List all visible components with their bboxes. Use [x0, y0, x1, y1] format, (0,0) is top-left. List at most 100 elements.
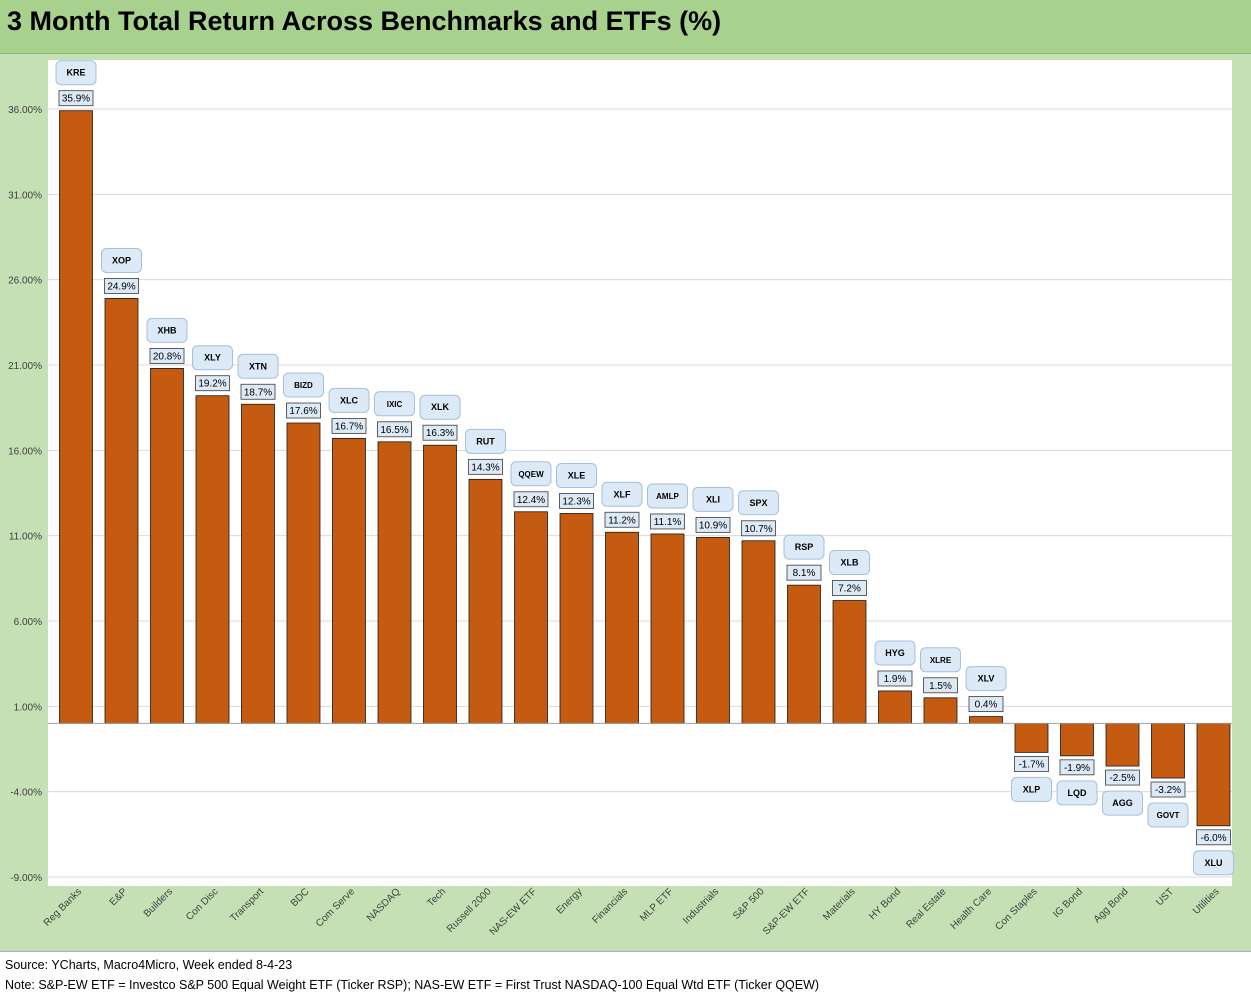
y-tick-label: 36.00% — [8, 105, 42, 116]
value-label: 16.5% — [380, 425, 408, 436]
ticker-callout — [920, 647, 961, 673]
bar-kre — [59, 110, 93, 724]
value-label-box — [968, 696, 1004, 712]
value-label: 1.9% — [884, 674, 907, 685]
value-label-box — [1196, 829, 1231, 846]
bar-xlb — [832, 600, 867, 724]
value-label-box — [786, 564, 822, 581]
ticker-label: SPX — [749, 498, 767, 508]
ticker-callout — [1011, 776, 1052, 802]
value-label: 16.7% — [335, 421, 363, 432]
value-label-box — [377, 421, 412, 438]
value-label: 20.8% — [153, 351, 181, 362]
x-tick-label: IG Bond — [1051, 886, 1085, 920]
bar-xli — [696, 536, 730, 724]
bar-xle — [559, 513, 594, 724]
ticker-note: Note: S&P-EW ETF = Investco S&P 500 Equa… — [5, 978, 820, 992]
y-tick-label: 16.00% — [8, 446, 42, 457]
ticker-label: XLF — [614, 489, 632, 499]
value-label-box — [923, 677, 958, 694]
value-label-box — [604, 511, 640, 528]
page-title: 3 Month Total Return Across Benchmarks a… — [7, 6, 722, 36]
ticker-callout — [55, 60, 97, 86]
ticker-label: XLE — [568, 470, 586, 480]
x-tick-label: BDC — [289, 886, 312, 909]
value-label: 35.9% — [62, 94, 90, 105]
ticker-callout — [237, 353, 279, 379]
x-tick-label: S&P-EW ETF — [761, 886, 812, 937]
value-label: 18.7% — [244, 387, 272, 398]
ticker-label: LQD — [1068, 788, 1087, 798]
bar-xlu — [1196, 723, 1231, 827]
value-label: 11.2% — [608, 515, 636, 526]
value-label-box — [1059, 759, 1095, 776]
ticker-label: XLU — [1205, 858, 1223, 868]
x-tick-label: MLP ETF — [638, 886, 676, 924]
y-tick-label: 21.00% — [8, 361, 42, 372]
value-label: 12.3% — [562, 496, 590, 507]
value-label-box — [1150, 781, 1186, 798]
bar-xlre — [923, 697, 958, 724]
value-label: 8.1% — [793, 568, 816, 579]
x-tick-label: Health Care — [949, 886, 995, 932]
x-tick-label: E&P — [108, 886, 130, 908]
value-label-box — [695, 516, 731, 533]
bar-rsp — [787, 584, 821, 724]
x-tick-label: Utilities — [1191, 886, 1222, 917]
ticker-callout — [874, 640, 916, 666]
value-label: -2.5% — [1109, 773, 1135, 784]
ticker-label: KRE — [66, 68, 85, 78]
x-tick-label: Con Disc — [184, 886, 220, 922]
ticker-callout — [1193, 850, 1234, 876]
value-label-box — [331, 417, 367, 434]
x-tick-label: Con Staples — [993, 886, 1039, 932]
value-label-box — [741, 520, 776, 537]
ticker-label: XLP — [1023, 784, 1041, 794]
bar-xlf — [605, 531, 639, 724]
value-label-box — [149, 348, 185, 364]
value-label: -1.9% — [1064, 763, 1090, 774]
x-tick-label: Transport — [228, 886, 266, 924]
value-label: 17.6% — [289, 406, 317, 417]
ticker-label: XTN — [249, 361, 267, 371]
x-tick-label: Real Estate — [904, 886, 949, 931]
ticker-label: AMLP — [656, 492, 679, 501]
y-tick-label: 1.00% — [14, 702, 42, 713]
x-tick-label: UST — [1154, 886, 1176, 908]
ticker-callout — [783, 534, 825, 560]
y-tick-label: -9.00% — [10, 873, 42, 884]
value-label: 0.4% — [975, 700, 998, 711]
value-label: 19.2% — [198, 379, 226, 390]
x-tick-label: NAS-EW ETF — [488, 886, 539, 937]
ticker-callout — [510, 461, 552, 487]
bar-xlc — [332, 437, 366, 724]
x-tick-label: Industrials — [681, 886, 721, 926]
ticker-callout — [192, 345, 233, 371]
value-label: -1.7% — [1018, 759, 1044, 770]
value-label-box — [1105, 769, 1140, 786]
ticker-callout — [965, 666, 1007, 692]
ticker-label: QQEW — [518, 470, 544, 479]
value-label: 24.9% — [107, 281, 135, 292]
value-label-box — [240, 383, 276, 400]
ticker-label: XLI — [706, 494, 720, 504]
ticker-callout — [1102, 790, 1143, 816]
y-tick-label: 26.00% — [8, 276, 42, 287]
value-label: 7.2% — [838, 584, 861, 595]
ticker-label: AGG — [1112, 798, 1133, 808]
value-label-box — [650, 513, 685, 530]
ticker-label: IXIC — [387, 400, 403, 409]
value-label-box — [286, 402, 321, 419]
bar-amlp — [650, 533, 685, 724]
bar-spx — [741, 540, 776, 724]
x-tick-label: Tech — [425, 886, 448, 909]
bar-ixic — [377, 441, 412, 724]
bar-govt — [1151, 723, 1185, 779]
ticker-label: XOP — [112, 255, 131, 265]
ticker-callout — [374, 391, 415, 417]
x-tick-label: Energy — [554, 886, 584, 916]
ticker-callout — [647, 483, 688, 509]
ticker-callout — [601, 481, 643, 507]
bar-qqew — [514, 511, 548, 724]
ticker-callout — [556, 462, 597, 488]
